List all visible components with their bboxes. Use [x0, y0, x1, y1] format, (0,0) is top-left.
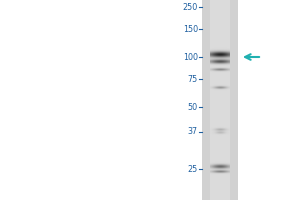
- Text: 75: 75: [188, 74, 198, 84]
- Text: 50: 50: [188, 102, 198, 112]
- Text: 100: 100: [183, 52, 198, 62]
- Text: 250: 250: [183, 2, 198, 11]
- Text: 150: 150: [183, 24, 198, 33]
- Text: 25: 25: [188, 164, 198, 173]
- Text: 37: 37: [188, 128, 198, 136]
